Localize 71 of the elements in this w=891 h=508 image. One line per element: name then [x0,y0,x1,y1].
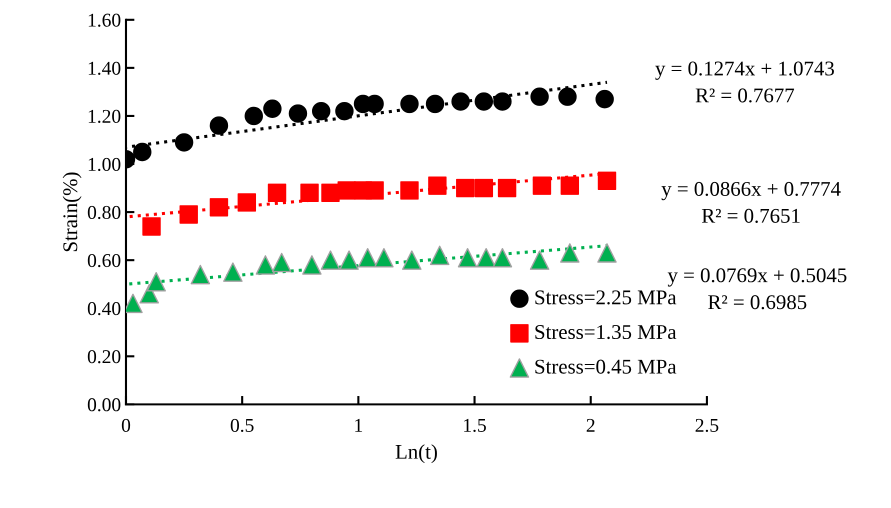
point [597,243,617,263]
point [365,181,384,200]
point [302,255,322,275]
point [458,248,478,268]
y-tick-label: 0.00 [88,398,120,412]
y-tick-label: 0.40 [88,302,120,316]
x-axis-title: Ln(t) [396,444,437,464]
point [244,106,263,126]
point [358,248,378,268]
point [558,88,577,106]
point [402,250,422,270]
y-tick-label: 1.20 [88,110,120,123]
point [474,178,494,198]
point [530,250,550,270]
point [133,142,152,162]
point [223,262,243,282]
point [210,116,228,135]
point [268,184,286,202]
point [320,250,340,270]
point [256,255,276,275]
point [400,94,419,114]
point [598,172,616,190]
point [238,193,256,212]
point [474,92,494,111]
x-tick-label: 0 [122,418,130,432]
point [312,102,330,120]
x-tick-label: 0.5 [230,418,254,432]
point [476,248,496,268]
point [400,181,419,200]
point [300,184,319,202]
point [335,102,354,120]
x-tick-label: 2 [586,418,595,432]
point [180,205,198,224]
y-tick-label: 1.00 [88,158,120,172]
point [288,104,308,123]
point [263,100,282,118]
point [493,92,512,111]
y-tick-label: 1.60 [88,14,120,27]
legend-label: Stress=1.35 MPa [535,325,676,340]
point [174,133,194,152]
point [595,90,614,108]
point [428,176,447,195]
point [560,176,580,195]
legend-label: Stress=0.45 MPa [535,360,676,374]
point [492,248,512,268]
y-tick-label: 0.80 [88,206,120,220]
annotation: y = 0.0866x + 0.7774 R² = 0.7651 [661,182,841,223]
point [339,250,359,270]
x-tick-label: 1 [355,418,362,432]
legend-label: Stress=2.25 MPa [535,290,676,304]
y-tick-label: 0.20 [88,350,120,364]
x-tick-label: 2.5 [696,418,718,432]
y-tick-label: 1.40 [88,62,120,75]
x-tick-label: 1.5 [464,418,486,432]
point [530,88,549,106]
point [190,264,210,284]
point [456,178,474,198]
y-axis-title: Strain(%) [62,172,82,252]
point [430,246,450,266]
point [532,176,552,195]
point [451,92,470,111]
annotation: y = 0.1274x + 1.0743 R² = 0.7677 [655,61,834,103]
point [146,272,166,292]
point [374,248,394,268]
point [142,217,161,236]
y-tick-label: 0.60 [88,254,120,268]
point [498,178,516,198]
point [210,198,228,216]
point [426,94,444,114]
point [272,252,292,272]
point [560,243,580,263]
